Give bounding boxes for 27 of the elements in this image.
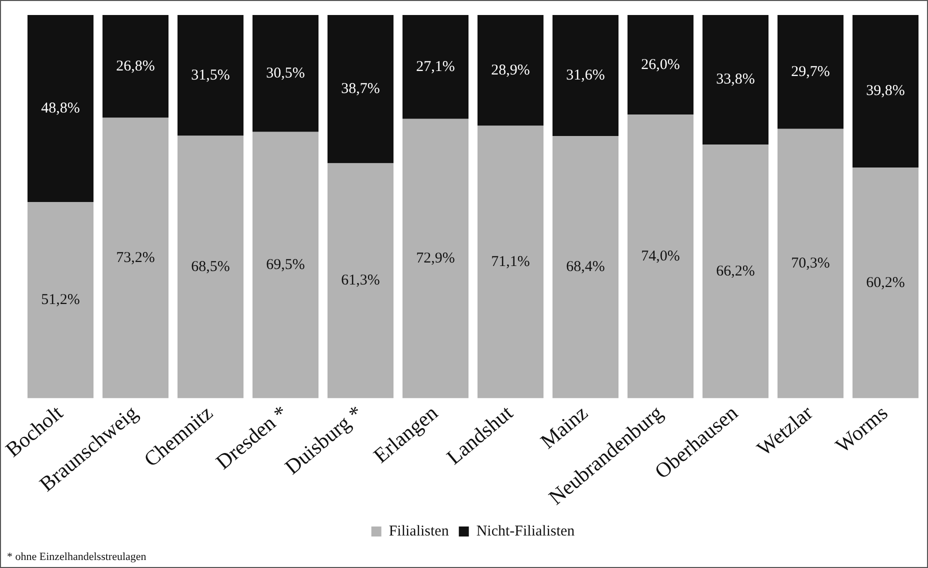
data-label: 38,7% [341, 81, 380, 98]
data-label: 31,6% [566, 67, 605, 84]
text: * ohne Einzelhandelsstreulagen [7, 551, 146, 563]
data-label: 68,5% [191, 258, 230, 275]
data-label: 60,2% [866, 274, 905, 291]
data-label: 27,1% [416, 58, 455, 75]
legend-label: Nicht-Filialisten [476, 523, 576, 540]
data-label: 70,3% [791, 255, 830, 272]
data-label: 29,7% [791, 64, 830, 80]
data-label: 72,9% [416, 250, 455, 266]
data-label: 73,2% [116, 250, 155, 266]
data-label: 28,9% [491, 62, 530, 78]
data-label: 33,8% [716, 72, 755, 88]
data-label: 31,5% [191, 67, 230, 84]
legend-label: Filialisten [388, 523, 450, 540]
data-label: 30,5% [266, 65, 305, 82]
data-label: 66,2% [716, 263, 755, 280]
data-label: 26,0% [641, 56, 680, 73]
data-label: 71,1% [491, 254, 530, 270]
data-label: 51,2% [41, 292, 80, 308]
data-label: 48,8% [41, 100, 80, 116]
data-label: 26,8% [116, 58, 155, 74]
data-label: 61,3% [341, 272, 380, 289]
data-label: 39,8% [866, 83, 905, 100]
data-label: 69,5% [266, 256, 305, 273]
data-label: 74,0% [641, 248, 680, 264]
data-label: 68,4% [566, 259, 605, 276]
